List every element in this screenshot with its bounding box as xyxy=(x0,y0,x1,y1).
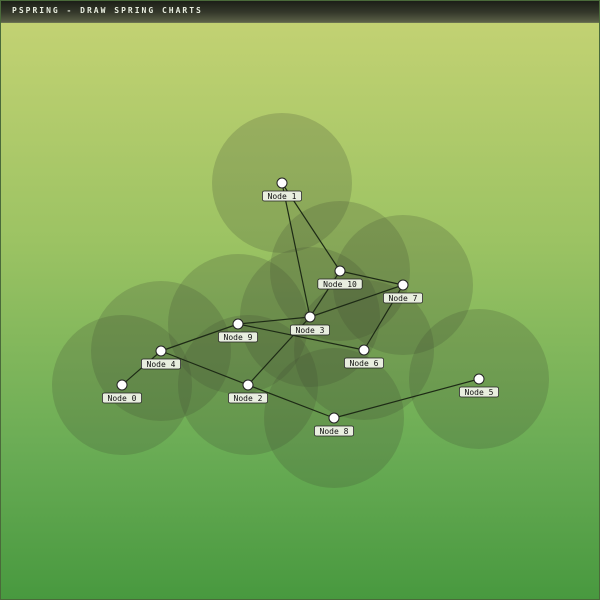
edge-n10-n7 xyxy=(339,270,404,286)
graph-node-n5[interactable]: Node 5 xyxy=(458,373,499,398)
node-label-box xyxy=(261,190,302,202)
edge-n3-n7 xyxy=(309,284,404,318)
node-marker[interactable] xyxy=(328,412,340,424)
graph-node-n10[interactable]: Node 10 xyxy=(317,265,363,290)
node-marker[interactable] xyxy=(473,373,485,385)
graph-node-n6[interactable]: Node 6 xyxy=(343,344,384,369)
graph-node-n2[interactable]: Node 2 xyxy=(227,379,268,404)
node-label-box xyxy=(458,386,499,398)
node-label-box xyxy=(227,392,268,404)
edge-n1-n3 xyxy=(281,182,311,318)
node-marker[interactable] xyxy=(334,265,346,277)
title-bar: PSPRING - DRAW SPRING CHARTS xyxy=(1,1,599,23)
node-marker[interactable] xyxy=(276,177,288,189)
node-marker[interactable] xyxy=(397,279,409,291)
node-label: Node 2 xyxy=(234,394,263,403)
node-marker[interactable] xyxy=(155,345,167,357)
node-label-box xyxy=(343,357,384,369)
graph-node-n8[interactable]: Node 8 xyxy=(313,412,354,437)
graph-node-n7[interactable]: Node 7 xyxy=(382,279,423,304)
node-marker[interactable] xyxy=(232,318,244,330)
graph-node-n0[interactable]: Node 0 xyxy=(102,379,143,404)
node-label-box xyxy=(317,278,363,290)
node-label-box xyxy=(217,331,258,343)
graph-node-n9[interactable]: Node 9 xyxy=(217,318,258,343)
node-label: Node 5 xyxy=(465,388,494,397)
node-label: Node 10 xyxy=(323,280,357,289)
node-marker[interactable] xyxy=(304,311,316,323)
graph-node-n3[interactable]: Node 3 xyxy=(289,311,330,336)
node-label: Node 1 xyxy=(268,192,297,201)
node-label-box xyxy=(382,292,423,304)
node-label: Node 4 xyxy=(147,360,176,369)
edge-n9-n3 xyxy=(237,316,311,325)
node-marker[interactable] xyxy=(242,379,254,391)
node-label: Node 7 xyxy=(389,294,418,303)
edge-n4-n2 xyxy=(160,350,249,386)
node-halos xyxy=(52,113,549,488)
node-marker[interactable] xyxy=(358,344,370,356)
edge-n4-n9 xyxy=(160,323,239,352)
graph-nodes: Node 0 Node 1 Node 2 Node 3 Node 4 Node 5 Node… xyxy=(102,177,499,437)
edge-n9-n6 xyxy=(237,323,365,351)
node-label-box xyxy=(289,324,330,336)
node-label: Node 6 xyxy=(350,359,379,368)
node-label: Node 3 xyxy=(296,326,325,335)
node-label-box xyxy=(313,425,354,437)
graph-edges xyxy=(121,182,480,419)
window-title: PSPRING - DRAW SPRING CHARTS xyxy=(12,6,203,15)
node-label: Node 9 xyxy=(224,333,253,342)
node-label: Node 0 xyxy=(108,394,137,403)
graph-node-n4[interactable]: Node 4 xyxy=(140,345,181,370)
node-label-box xyxy=(102,392,143,404)
node-label: Node 8 xyxy=(320,427,349,436)
edge-n8-n5 xyxy=(333,378,480,419)
edge-n2-n8 xyxy=(247,384,335,419)
graph-node-n1[interactable]: Node 1 xyxy=(261,177,302,202)
node-marker[interactable] xyxy=(116,379,128,391)
node-label-box xyxy=(140,358,181,370)
